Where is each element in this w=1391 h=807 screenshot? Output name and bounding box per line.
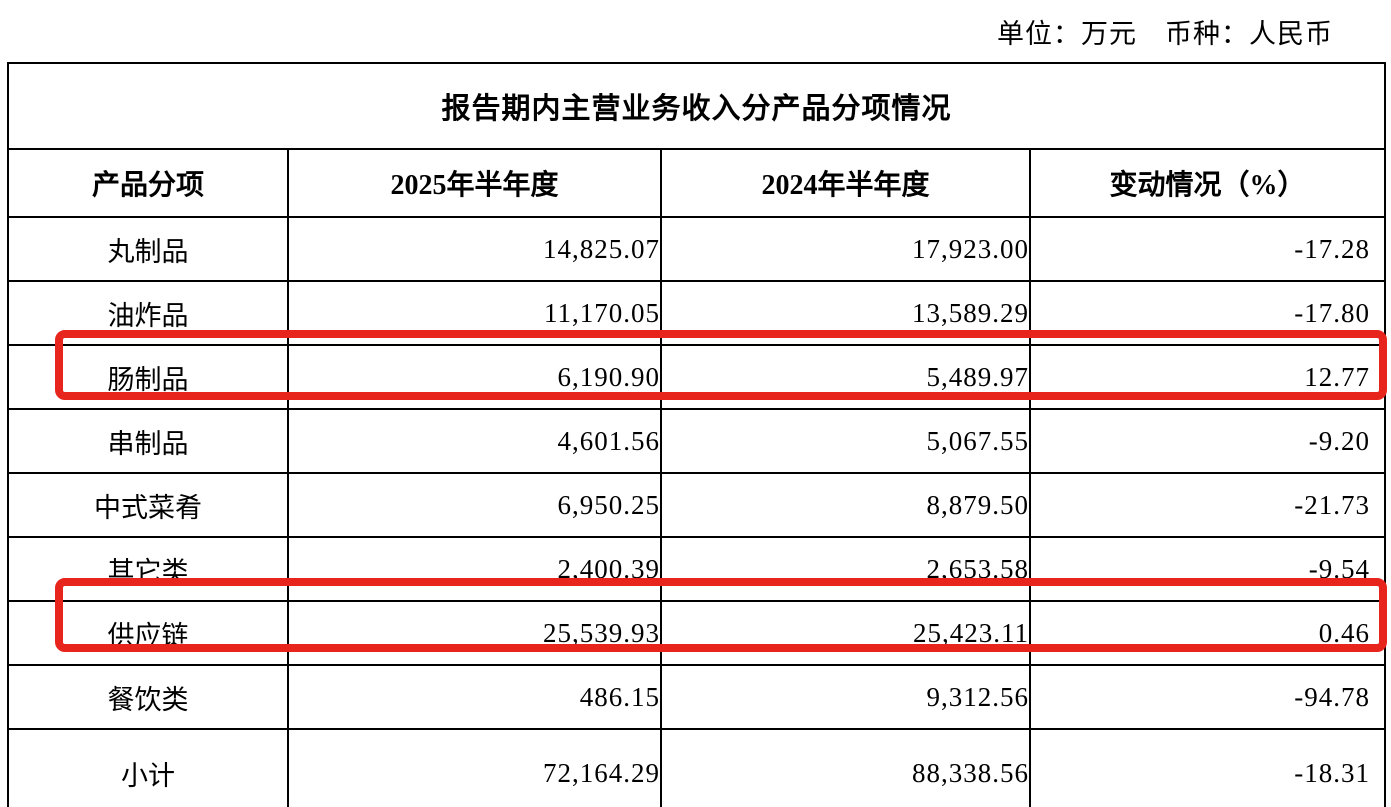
value-2025h1: 72,164.29 — [287, 728, 662, 807]
col-header-product: 产品分项 — [7, 148, 289, 218]
table-row: 丸制品 14,825.07 17,923.00 -17.28 — [7, 216, 1387, 282]
unit-currency-note: 单位：万元 币种：人民币 — [997, 19, 1333, 49]
value-2024h1: 25,423.11 — [660, 600, 1031, 666]
table-title-row: 报告期内主营业务收入分产品分项情况 — [6, 62, 1387, 150]
product-name: 中式菜肴 — [7, 472, 289, 538]
col-header-2024h1: 2024年半年度 — [660, 148, 1031, 218]
table-row-highlighted: 肠制品 6,190.90 5,489.97 12.77 — [7, 344, 1387, 410]
table-row: 中式菜肴 6,950.25 8,879.50 -21.73 — [7, 472, 1387, 538]
value-2025h1: 486.15 — [287, 664, 662, 730]
revenue-by-product-table: 报告期内主营业务收入分产品分项情况 产品分项 2025年半年度 2024年半年度… — [6, 62, 1387, 807]
table-header-row: 产品分项 2025年半年度 2024年半年度 变动情况（%） — [7, 148, 1387, 218]
value-change: 12.77 — [1028, 344, 1387, 410]
product-name: 油炸品 — [7, 280, 289, 346]
table-row-subtotal: 小计 72,164.29 88,338.56 -18.31 — [7, 728, 1387, 807]
value-change: -17.28 — [1028, 216, 1387, 282]
value-2025h1: 2,400.39 — [287, 536, 662, 602]
value-change: -9.20 — [1028, 408, 1387, 474]
value-change: 0.46 — [1028, 600, 1387, 666]
table-row: 串制品 4,601.56 5,067.55 -9.20 — [7, 408, 1387, 474]
value-2024h1: 13,589.29 — [660, 280, 1031, 346]
product-name: 供应链 — [7, 600, 289, 666]
value-2025h1: 6,950.25 — [287, 472, 662, 538]
value-change: -18.31 — [1028, 728, 1387, 807]
value-2025h1: 6,190.90 — [287, 344, 662, 410]
col-header-change-pct: 变动情况（%） — [1028, 148, 1387, 218]
table-row: 餐饮类 486.15 9,312.56 -94.78 — [7, 664, 1387, 730]
table-row: 油炸品 11,170.05 13,589.29 -17.80 — [7, 280, 1387, 346]
product-name: 餐饮类 — [7, 664, 289, 730]
value-2024h1: 2,653.58 — [660, 536, 1031, 602]
value-2025h1: 14,825.07 — [287, 216, 662, 282]
value-change: -21.73 — [1028, 472, 1387, 538]
table-row-highlighted: 供应链 25,539.93 25,423.11 0.46 — [7, 600, 1387, 666]
product-name: 肠制品 — [7, 344, 289, 410]
value-2024h1: 9,312.56 — [660, 664, 1031, 730]
product-name: 串制品 — [7, 408, 289, 474]
table-row: 其它类 2,400.39 2,653.58 -9.54 — [7, 536, 1387, 602]
value-2024h1: 5,067.55 — [660, 408, 1031, 474]
value-2024h1: 8,879.50 — [660, 472, 1031, 538]
value-2025h1: 11,170.05 — [287, 280, 662, 346]
value-2025h1: 4,601.56 — [287, 408, 662, 474]
value-change: -9.54 — [1028, 536, 1387, 602]
value-2024h1: 88,338.56 — [660, 728, 1031, 807]
value-2024h1: 17,923.00 — [660, 216, 1031, 282]
product-name: 小计 — [7, 728, 289, 807]
value-2024h1: 5,489.97 — [660, 344, 1031, 410]
value-change: -94.78 — [1028, 664, 1387, 730]
product-name: 丸制品 — [7, 216, 289, 282]
value-2025h1: 25,539.93 — [287, 600, 662, 666]
col-header-2025h1: 2025年半年度 — [287, 148, 662, 218]
table-title: 报告期内主营业务收入分产品分项情况 — [6, 62, 1387, 150]
product-name: 其它类 — [7, 536, 289, 602]
value-change: -17.80 — [1028, 280, 1387, 346]
